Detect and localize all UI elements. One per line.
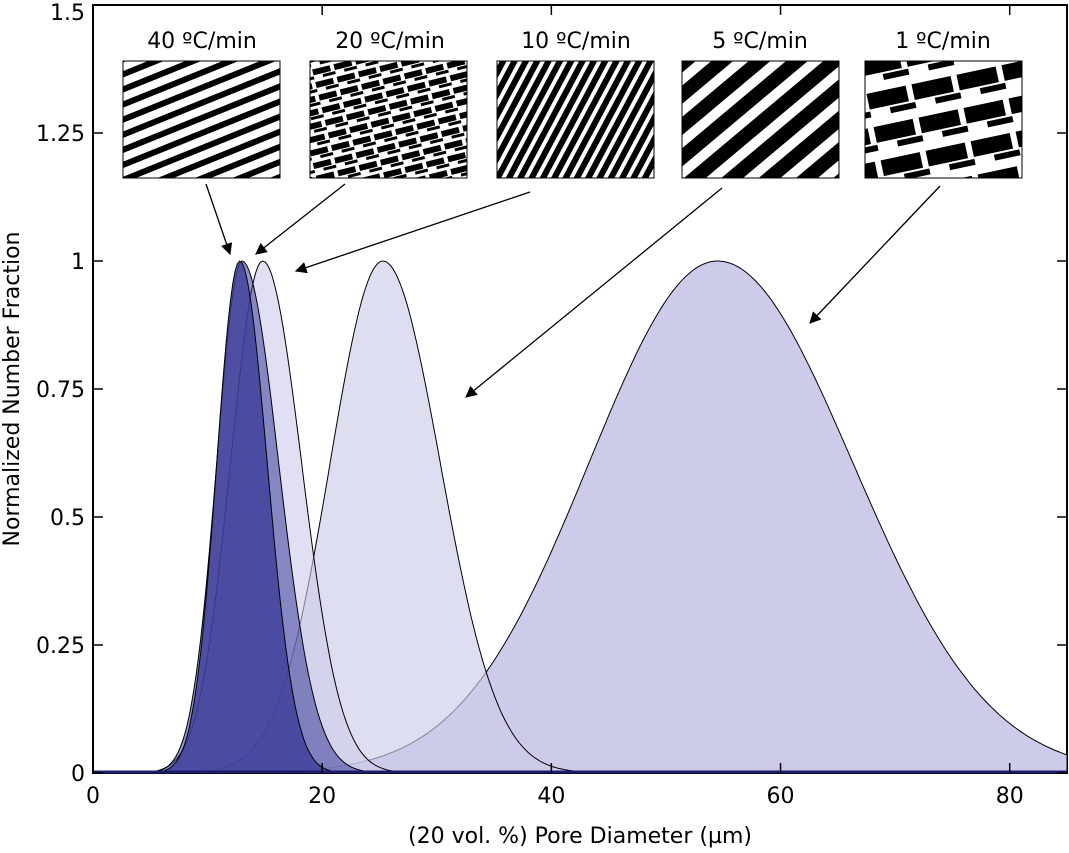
inset-layer: 40 ºC/min 20 ºC/min 10 ºC/min 5 ºC/min 1…: [122, 29, 1023, 179]
y-tick-label: 1.5: [50, 1, 85, 26]
arrow-40: [205, 183, 233, 256]
y-tick-label: 0.25: [36, 634, 85, 659]
y-tick-label: 1: [71, 250, 85, 275]
micrograph-40: [122, 60, 281, 179]
micrograph-1: [864, 60, 1023, 179]
x-axis-title: (20 vol. %) Pore Diameter (µm): [408, 824, 752, 849]
micrograph-5: [681, 60, 840, 179]
inset-10: 10 ºC/min: [496, 29, 655, 179]
y-axis-title: Normalized Number Fraction: [0, 232, 25, 547]
inset-label-40: 40 ºC/min: [147, 29, 257, 54]
micrograph-10: [496, 60, 655, 179]
arrow-5: [465, 187, 723, 398]
x-tick-label: 60: [767, 784, 795, 809]
y-tick-label: 0: [71, 762, 85, 787]
inset-label-20: 20 ºC/min: [335, 29, 445, 54]
inset-label-10: 10 ºC/min: [521, 29, 631, 54]
arrow-1: [809, 185, 941, 324]
arrow-layer: [205, 183, 941, 398]
inset-1: 1 ºC/min: [864, 29, 1023, 179]
x-tick-label: 80: [996, 784, 1024, 809]
y-tick-label: 0.75: [36, 378, 85, 403]
y-tick-label: 1.25: [36, 122, 85, 147]
inset-40: 40 ºC/min: [122, 29, 281, 179]
arrow-20: [255, 183, 346, 255]
arrow-10: [294, 191, 531, 274]
inset-label-1: 1 ºC/min: [895, 29, 991, 54]
x-tick-label: 0: [86, 784, 100, 809]
axis-layer: 0 20 40 60 80 0 0.25 0.5 0.75 1 1.25 1.5: [36, 1, 1067, 809]
x-tick-label: 20: [308, 784, 336, 809]
inset-20: 20 ºC/min: [309, 29, 468, 179]
micrograph-20: [309, 60, 468, 179]
x-tick-label: 40: [537, 784, 565, 809]
y-tick-label: 0.5: [50, 506, 85, 531]
inset-label-5: 5 ºC/min: [712, 29, 808, 54]
series-layer: [93, 260, 1068, 774]
inset-5: 5 ºC/min: [681, 29, 840, 179]
